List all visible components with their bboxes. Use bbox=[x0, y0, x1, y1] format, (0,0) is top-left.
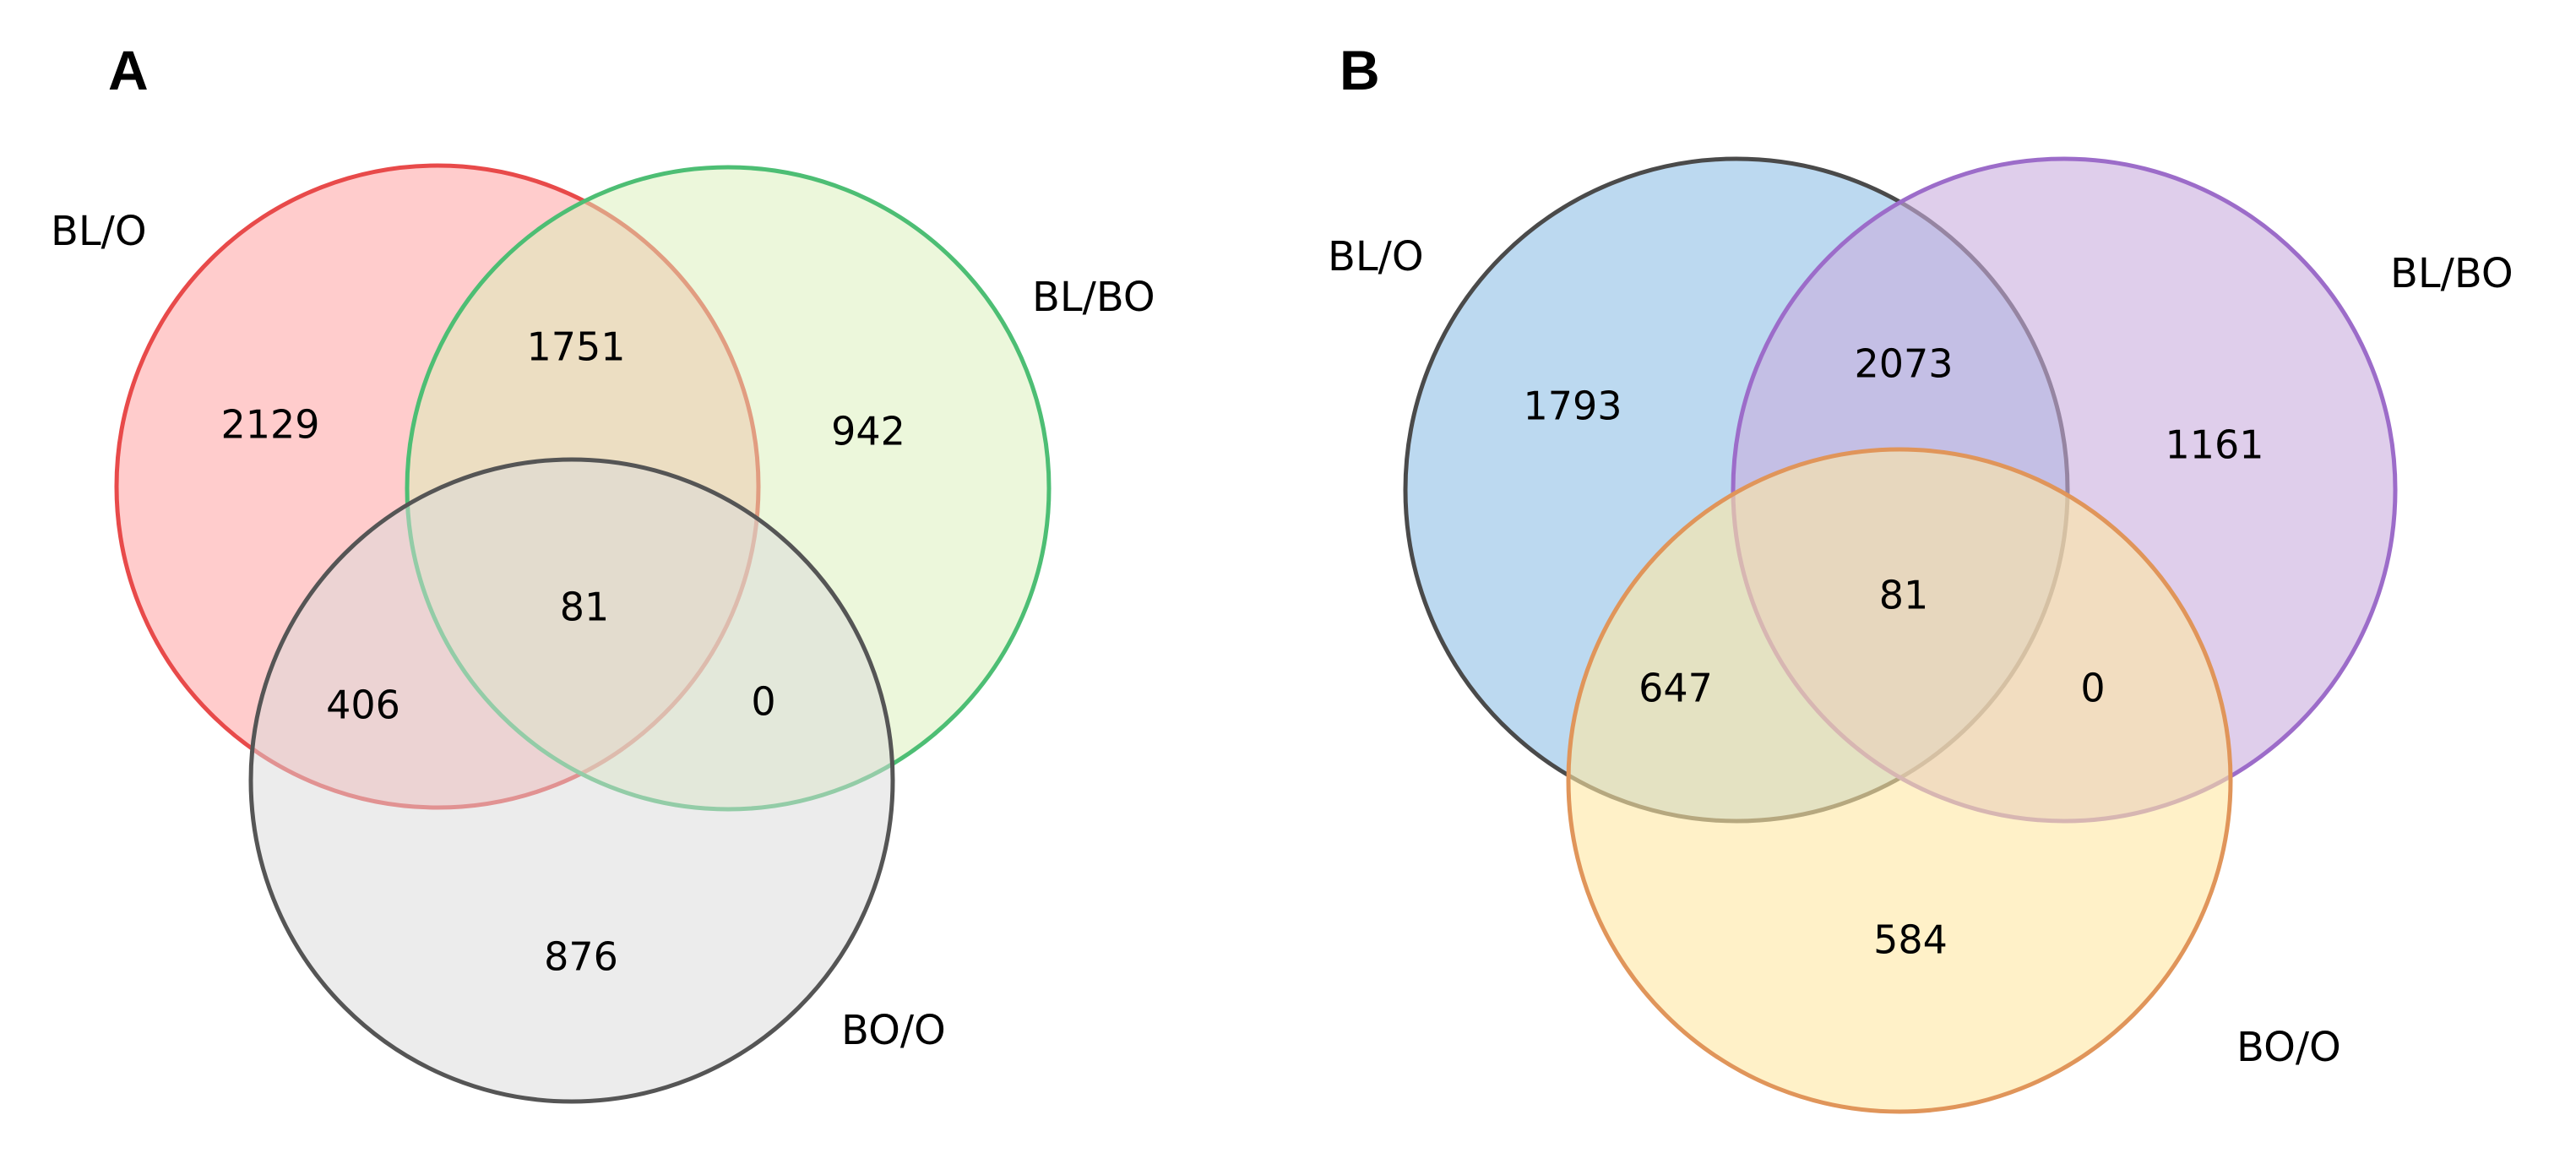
panel-a-count-set3-only: 876 bbox=[544, 934, 618, 980]
panel-b-set-3-circle bbox=[1568, 449, 2231, 1112]
panel-b-set-3-outline bbox=[1566, 447, 2233, 1114]
panel-a-set-2-label: BL/BO bbox=[1032, 274, 1155, 321]
panel-a-count-all-three: 81 bbox=[560, 585, 610, 630]
panel-a-set-3-circle bbox=[251, 460, 893, 1102]
panel-a-count-set2-only: 942 bbox=[831, 409, 905, 454]
panel-b-set-1-label: BL/O bbox=[1328, 233, 1424, 280]
panel-a-count-set2-set3: 0 bbox=[751, 679, 775, 725]
panel-b-count-set2-only: 1161 bbox=[2165, 422, 2264, 468]
panel-b-count-set2-set3: 0 bbox=[2080, 666, 2105, 711]
panel-a-count-set1-set2: 1751 bbox=[526, 324, 625, 370]
panel-b-count-all-three: 81 bbox=[1879, 573, 1929, 618]
panel-b-count-set3-only: 584 bbox=[1873, 917, 1948, 963]
panel-a-count-set1-set3: 406 bbox=[326, 683, 400, 728]
panel-b-letter: B bbox=[1340, 39, 1380, 101]
panel-b: B BL/O BL/BO BO/O 1793 2073 1161 81 647 … bbox=[1328, 39, 2514, 1114]
panel-b-count-set1-only: 1793 bbox=[1523, 384, 1622, 429]
panel-a: A BL/O BL/BO BO/O 2129 1751 942 81 406 0… bbox=[51, 39, 1155, 1104]
panel-a-set-3-outline bbox=[248, 457, 895, 1104]
panel-a-set-1-label: BL/O bbox=[51, 208, 147, 255]
panel-b-count-set1-set2: 2073 bbox=[1854, 341, 1953, 387]
panel-a-count-set1-only: 2129 bbox=[220, 402, 319, 448]
panel-b-count-set1-set3: 647 bbox=[1639, 666, 1713, 711]
panel-a-set-3-label: BO/O bbox=[841, 1007, 946, 1054]
panel-a-letter: A bbox=[108, 39, 149, 101]
panel-b-set-3-label: BO/O bbox=[2236, 1024, 2341, 1071]
panel-b-set-2-label: BL/BO bbox=[2390, 250, 2514, 297]
